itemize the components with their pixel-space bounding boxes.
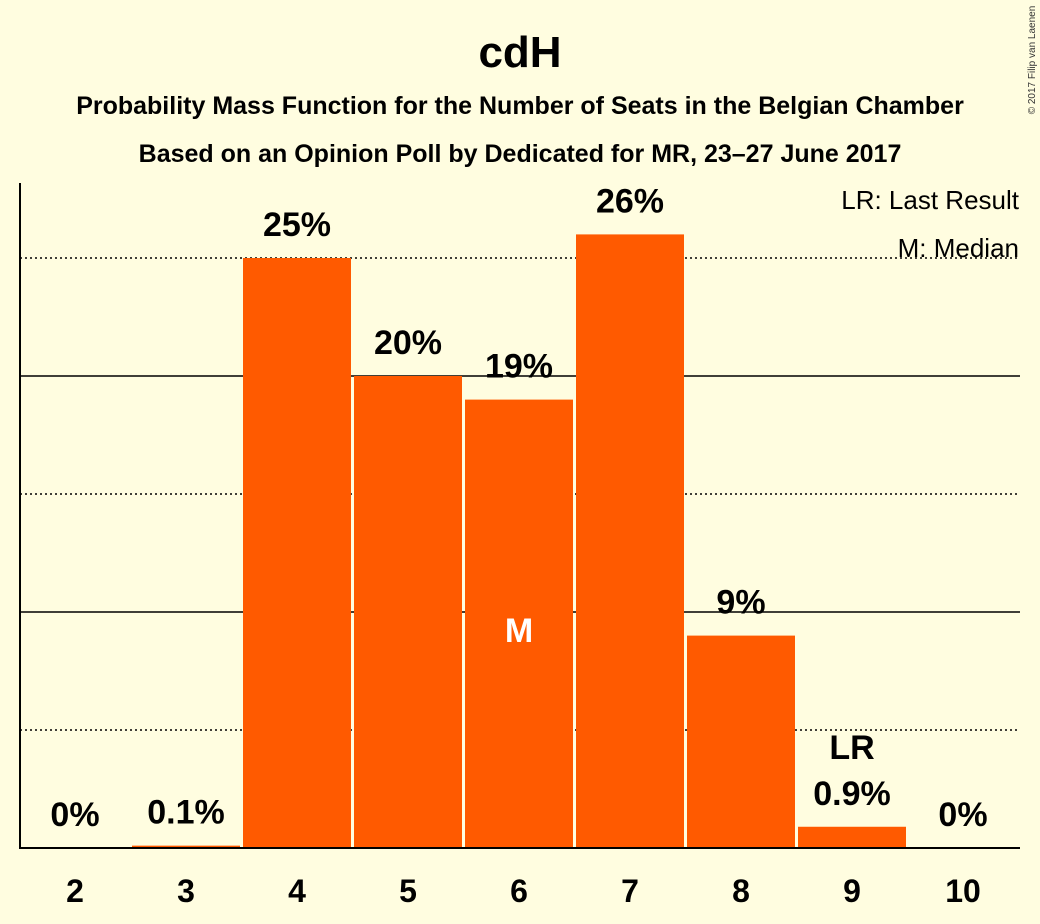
x-tick-8: 8	[732, 873, 750, 909]
bar-value-label-6: 19%	[485, 348, 553, 386]
bar-value-label-9: 0.9%	[813, 775, 891, 813]
bar-8	[687, 635, 795, 848]
median-marker: M	[505, 612, 533, 650]
x-tick-5: 5	[399, 873, 417, 909]
x-tick-6: 6	[510, 873, 528, 909]
bar-6	[465, 399, 573, 848]
bar-labels: 0% 0.1% 25% 20% 19% M 26% 9% 0.9% LR 0%	[50, 182, 987, 834]
copyright-notice: © 2017 Filip van Laenen	[1027, 6, 1038, 115]
bar-4	[243, 258, 351, 848]
chart-subtitle-line-1: Probability Mass Function for the Number…	[76, 92, 964, 120]
legend-median: M: Median	[898, 233, 1019, 263]
bar-3	[132, 845, 240, 848]
chart-title: cdH	[478, 28, 561, 77]
bar-value-label-10: 0%	[938, 796, 987, 834]
bar-5	[354, 376, 462, 848]
bar-7	[576, 234, 684, 848]
bar-value-label-7: 26%	[596, 182, 664, 220]
x-tick-4: 4	[288, 873, 306, 909]
x-tick-9: 9	[843, 873, 861, 909]
bar-value-label-4: 25%	[263, 206, 331, 244]
bar-value-label-5: 20%	[374, 324, 442, 362]
axes	[19, 183, 1020, 849]
bar-value-label-8: 9%	[716, 584, 765, 622]
x-tick-10: 10	[945, 873, 981, 909]
bar-value-label-3: 0.1%	[147, 794, 225, 832]
chart-subtitle-line-2: Based on an Opinion Poll by Dedicated fo…	[139, 140, 902, 168]
legend-last-result: LR: Last Result	[841, 185, 1020, 215]
bars	[132, 234, 906, 848]
x-tick-2: 2	[66, 873, 84, 909]
bar-9	[798, 826, 906, 848]
last-result-marker: LR	[829, 729, 874, 767]
x-tick-labels: 2 3 4 5 6 7 8 9 10	[66, 873, 981, 909]
x-tick-3: 3	[177, 873, 195, 909]
x-tick-7: 7	[621, 873, 639, 909]
bar-value-label-2: 0%	[50, 796, 99, 834]
